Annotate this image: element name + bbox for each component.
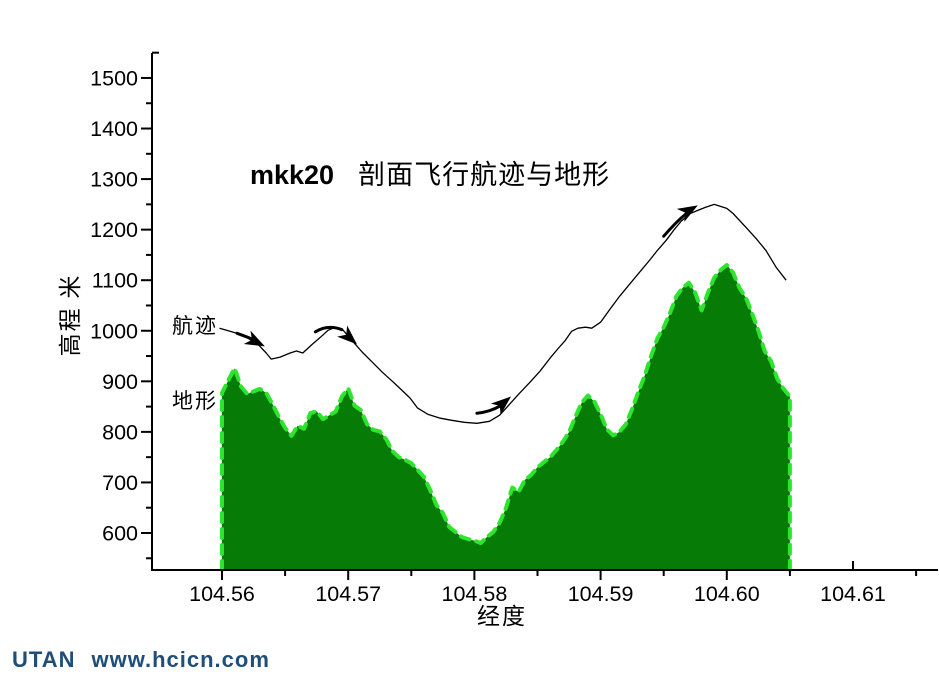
terrain-area xyxy=(222,265,790,570)
terrain-outline xyxy=(220,263,792,572)
track-series xyxy=(219,203,787,424)
y-tick-label: 700 xyxy=(102,471,138,495)
arrow-tail-3 xyxy=(475,404,503,415)
chart-title-prefix: mkk20 xyxy=(250,160,335,190)
y-tick-label: 1000 xyxy=(90,319,138,343)
x-tick-label: 104.59 xyxy=(568,582,634,606)
x-tick-label: 104.56 xyxy=(189,582,255,606)
series-label-track: 航迹 xyxy=(172,314,218,338)
x-tick-label: 104.61 xyxy=(820,582,886,606)
arrow-head-2 xyxy=(337,325,357,345)
x-tick-label: 104.57 xyxy=(315,582,381,606)
watermark-brand: UTAN xyxy=(12,647,76,672)
direction-arrows xyxy=(235,205,698,416)
x-tick-label: 104.60 xyxy=(694,582,760,606)
y-tick-label: 800 xyxy=(102,420,138,444)
watermark-url: www.hcicn.com xyxy=(91,647,270,672)
arrow-tail-2 xyxy=(313,325,344,334)
arrow-head-1 xyxy=(243,330,265,347)
series-label-terrain: 地形 xyxy=(172,389,218,413)
y-tick-label: 1400 xyxy=(90,117,138,141)
y-axis-title: 高程 米 xyxy=(58,273,83,357)
track-line xyxy=(219,203,787,424)
y-tick-label: 1100 xyxy=(92,269,138,293)
chart-title-text: 剖面飞行航迹与地形 xyxy=(358,160,611,190)
x-tick-label: 104.58 xyxy=(442,582,508,606)
y-tick-label: 900 xyxy=(102,370,138,394)
chart-title: mkk20 剖面飞行航迹与地形 xyxy=(250,153,610,192)
y-tick-label: 1200 xyxy=(90,218,138,242)
terrain-series xyxy=(220,263,792,572)
watermark: UTAN www.hcicn.com xyxy=(12,647,270,673)
axes: 104.56 104.57 104.58 104.59 104.60 104.61 600 7… xyxy=(90,51,938,606)
arrow-tail-4 xyxy=(662,212,688,238)
x-axis-title: 经度 xyxy=(477,604,527,629)
y-tick-label: 1500 xyxy=(90,66,138,90)
y-tick-label: 1300 xyxy=(90,168,138,192)
y-tick-label: 600 xyxy=(102,522,138,546)
arrow-head-4 xyxy=(676,205,698,222)
arrow-head-3 xyxy=(490,396,511,416)
